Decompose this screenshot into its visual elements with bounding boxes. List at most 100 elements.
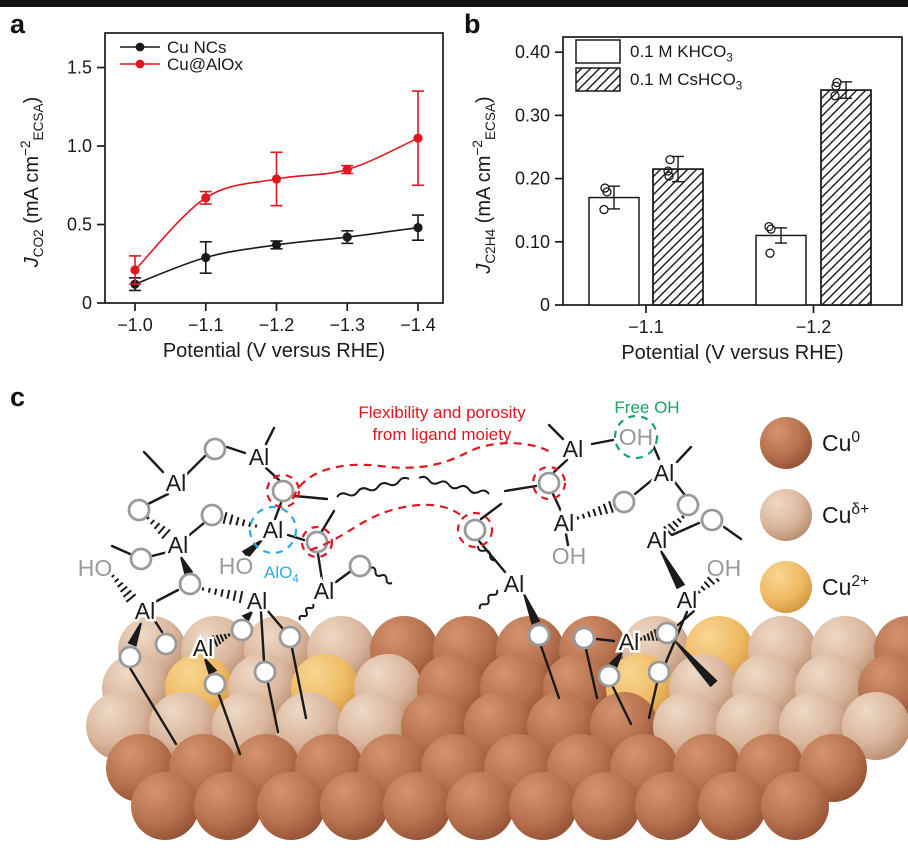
hydroxyl-group: OH xyxy=(704,553,744,584)
svg-text:Al: Al xyxy=(619,629,639,655)
svg-text:−1.3: −1.3 xyxy=(329,315,365,335)
svg-text:−1.1: −1.1 xyxy=(188,315,224,335)
svg-text:OH: OH xyxy=(707,555,742,581)
svg-text:−1.1: −1.1 xyxy=(628,317,664,337)
svg-text:Al: Al xyxy=(249,444,269,470)
aluminium-atom: Al xyxy=(616,627,641,658)
oxygen-atom xyxy=(118,645,142,669)
legend: 0.1 M KHCO3 0.1 M CsHCO3 xyxy=(575,39,742,92)
hydroxyl-group: HO xyxy=(75,553,115,584)
scatter-point xyxy=(665,154,675,165)
aluminium-atom: Al xyxy=(165,530,190,561)
svg-text:OH: OH xyxy=(619,424,654,450)
svg-text:Potential (V versus RHE): Potential (V versus RHE) xyxy=(163,340,385,362)
svg-text:Al: Al xyxy=(193,635,213,661)
svg-text:Al: Al xyxy=(554,510,574,536)
svg-text:Flexibility and porosity: Flexibility and porosity xyxy=(358,403,526,422)
svg-text:−1.4: −1.4 xyxy=(400,315,436,335)
top-rule xyxy=(0,0,908,7)
svg-text:Cu NCs: Cu NCs xyxy=(167,38,227,57)
aluminium-atom: Al xyxy=(190,633,215,664)
svg-text:JC2H4 (mA cm−2ECSA): JC2H4 (mA cm−2ECSA) xyxy=(470,96,498,274)
legend-sphere xyxy=(760,489,812,541)
oxygen-atom xyxy=(200,503,224,527)
svg-text:Free OH: Free OH xyxy=(614,398,679,417)
oxygen-atom xyxy=(348,554,372,578)
legend-sphere xyxy=(760,417,812,469)
series-cu-alox xyxy=(129,90,424,285)
svg-text:Al: Al xyxy=(677,587,697,613)
svg-text:Al: Al xyxy=(263,517,283,543)
svg-text:Al: Al xyxy=(135,598,155,624)
svg-text:Al: Al xyxy=(504,571,524,597)
svg-text:−1.2: −1.2 xyxy=(259,315,295,335)
svg-text:JCO2 (mA cm−2ECSA): JCO2 (mA cm−2ECSA) xyxy=(18,97,46,269)
axes: 0 0.5 1.0 1.5 −1.0 −1.1 −1.2 −1.3 −1.4 Potential … xyxy=(18,32,444,362)
oxygen-atom xyxy=(129,547,153,571)
scatter-point xyxy=(663,166,673,176)
scatter-point xyxy=(765,248,775,258)
svg-text:0.30: 0.30 xyxy=(515,105,550,125)
svg-text:Cu@AlOx: Cu@AlOx xyxy=(167,55,243,74)
svg-text:1.5: 1.5 xyxy=(67,58,92,78)
panel-label-b: b xyxy=(464,9,481,39)
aluminium-atom: Al xyxy=(163,468,188,499)
scatter-point xyxy=(664,171,674,181)
aluminium-atom: Al xyxy=(260,515,285,546)
aluminium-atom: Al xyxy=(246,442,271,473)
oxygen-atom xyxy=(253,660,277,684)
scatter-point xyxy=(602,187,612,197)
aluminium-atom: Al xyxy=(132,596,157,627)
oxygen-atom xyxy=(647,660,671,684)
axes: 0 0.10 0.20 0.30 0.40 −1.1 −1.2 Potential (V ve… xyxy=(470,36,903,364)
svg-text:0: 0 xyxy=(540,295,550,315)
cu-species-legend: Cu0 Cuδ+ Cu2+ xyxy=(760,417,869,613)
alumina-network xyxy=(110,423,743,756)
svg-text:Al: Al xyxy=(647,527,667,553)
oxygen-atom xyxy=(655,621,679,645)
aluminium-atom: Al xyxy=(644,525,669,556)
oxygen-atom xyxy=(463,518,487,542)
svg-text:−1.2: −1.2 xyxy=(796,317,832,337)
legend-sphere xyxy=(760,561,812,613)
oxygen-atom xyxy=(230,618,254,642)
svg-text:from ligand moiety: from ligand moiety xyxy=(373,425,512,444)
panel-a-line-chart: 0 0.5 1.0 1.5 −1.0 −1.1 −1.2 −1.3 −1.4 Potential … xyxy=(18,32,444,362)
oxygen-atom xyxy=(612,490,636,514)
panel-label-a: a xyxy=(10,9,26,39)
aluminium-atom: Al xyxy=(501,569,526,600)
ligand-chain xyxy=(298,475,499,621)
svg-text:Al: Al xyxy=(168,532,188,558)
oxygen-atom xyxy=(203,437,227,461)
aluminium-atom: Al xyxy=(674,585,699,616)
panel-b-bar-chart: 0 0.10 0.20 0.30 0.40 −1.1 −1.2 Potential (V ve… xyxy=(470,36,903,364)
oxygen-atom xyxy=(271,479,295,503)
scatter-point xyxy=(764,221,774,232)
oxygen-atom xyxy=(178,572,202,596)
oxygen-atom xyxy=(154,632,178,656)
svg-text:Al: Al xyxy=(247,588,267,614)
scatter-point xyxy=(831,81,841,91)
scatter-point xyxy=(766,224,776,234)
ligand-annotation: Flexibility and porosity from ligand moie… xyxy=(248,398,680,585)
oxygen-atom xyxy=(537,471,561,495)
svg-text:0.40: 0.40 xyxy=(515,42,550,62)
svg-text:1.0: 1.0 xyxy=(67,136,92,156)
oxygen-atom xyxy=(572,626,596,650)
svg-text:Al: Al xyxy=(654,460,674,486)
bars xyxy=(588,77,872,306)
oxygen-atom xyxy=(597,664,621,688)
svg-text:Al: Al xyxy=(314,578,334,604)
aluminium-atom: Al xyxy=(651,458,676,489)
svg-text:0.20: 0.20 xyxy=(515,169,550,189)
svg-text:0.5: 0.5 xyxy=(67,215,92,235)
aluminium-atom: Al xyxy=(311,576,336,607)
svg-text:0: 0 xyxy=(82,293,92,313)
svg-text:0.1 M KHCO3: 0.1 M KHCO3 xyxy=(630,42,733,64)
svg-text:Potential (V versus RHE): Potential (V versus RHE) xyxy=(621,342,843,364)
scatter-point xyxy=(830,91,840,101)
scatter-point xyxy=(832,77,842,88)
